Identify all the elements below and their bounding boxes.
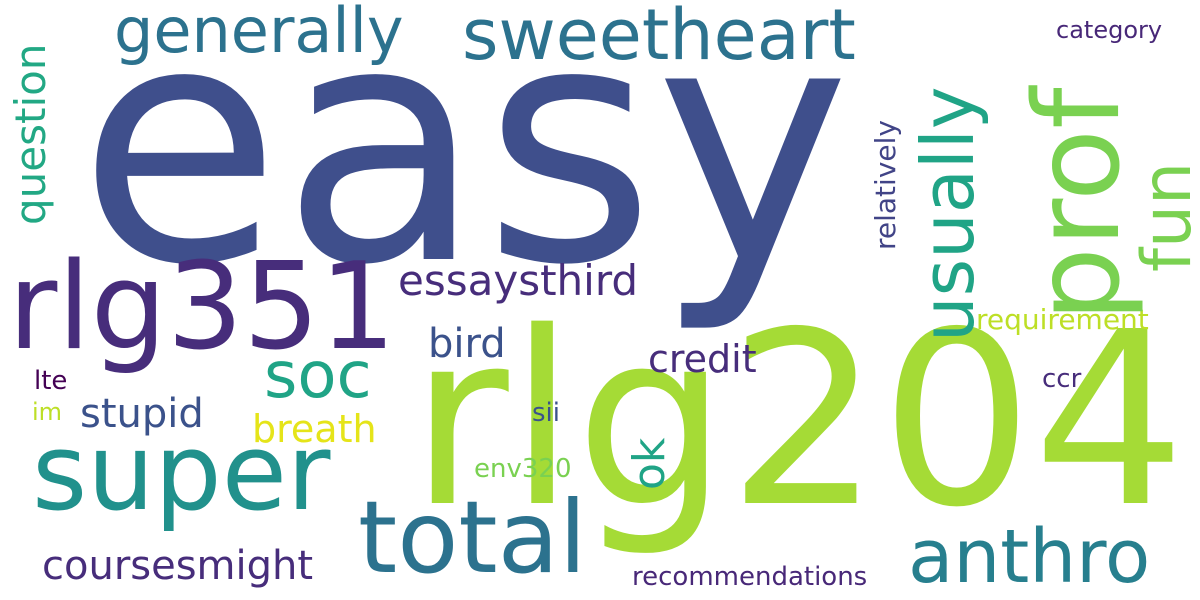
word-coursesmight: coursesmight xyxy=(42,543,314,589)
word-essaysthird: essaysthird xyxy=(398,256,639,305)
word-lte: lte xyxy=(34,366,68,396)
word-ccr: ccr xyxy=(1042,364,1082,394)
word-rlg351: rlg351 xyxy=(8,238,396,377)
word-recommendations: recommendations xyxy=(632,562,868,592)
word-question: question xyxy=(6,43,55,225)
word-env320: env320 xyxy=(474,454,572,484)
word-generally: generally xyxy=(114,0,404,67)
word-super: super xyxy=(32,411,331,534)
word-soc: soc xyxy=(264,339,372,413)
word-usually: usually xyxy=(906,86,990,342)
word-stupid: stupid xyxy=(80,391,204,437)
word-total: total xyxy=(358,479,587,596)
word-relatively: relatively xyxy=(869,120,902,250)
word-breath: breath xyxy=(252,407,377,451)
word-sweetheart: sweetheart xyxy=(462,0,856,76)
word-category: category xyxy=(1056,16,1163,44)
word-prof: prof xyxy=(1008,87,1146,322)
word-sii: sii xyxy=(532,398,560,428)
word-anthro: anthro xyxy=(908,514,1151,600)
word-bird: bird xyxy=(428,321,506,367)
word-rlg204: rlg204 xyxy=(410,280,1186,560)
word-requirement: requirement xyxy=(976,303,1149,336)
word-fun: fun xyxy=(1128,161,1200,272)
word-ok: ok xyxy=(624,437,675,490)
word-im: im xyxy=(32,398,63,426)
word-easy: easy xyxy=(78,0,851,337)
word-credit: credit xyxy=(648,337,757,381)
